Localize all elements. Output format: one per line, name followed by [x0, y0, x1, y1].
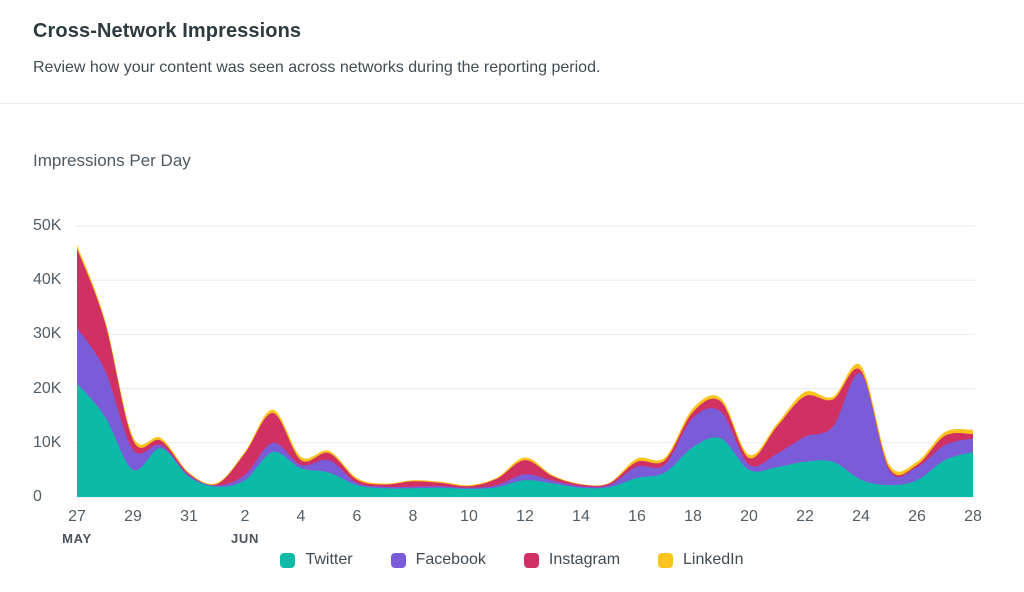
x-axis-label: 24	[852, 508, 870, 525]
x-axis-label: 29	[124, 508, 142, 525]
legend-label: Twitter	[305, 551, 353, 568]
y-axis-label: 40K	[33, 271, 62, 289]
x-axis-label: 20	[740, 508, 758, 525]
y-axis-label: 10K	[33, 433, 62, 451]
area-twitter	[77, 383, 973, 497]
legend-label: Facebook	[415, 551, 486, 568]
legend-swatch-icon	[523, 552, 539, 568]
legend-swatch-icon	[280, 552, 296, 568]
legend-swatch-icon	[390, 552, 406, 568]
legend-label: LinkedIn	[683, 551, 744, 568]
y-axis-label: 0	[33, 488, 42, 505]
x-axis-label: 22	[796, 508, 814, 525]
chart-title: Impressions Per Day	[33, 151, 191, 170]
x-axis-label: 2	[240, 508, 250, 525]
y-axis-label: 50K	[33, 217, 62, 234]
x-axis-label: 16	[628, 508, 646, 525]
x-axis-label: 6	[352, 508, 362, 525]
header-divider	[0, 103, 1024, 104]
page-subtitle: Review how your content was seen across …	[33, 59, 601, 76]
x-axis-label: 28	[964, 508, 982, 525]
x-axis-month-label: MAY	[62, 531, 92, 546]
legend-label: Instagram	[548, 551, 621, 568]
chart-legend: Twitter Facebook Instagram LinkedIn	[0, 548, 1024, 572]
y-axis-label: 20K	[33, 379, 62, 397]
x-axis-label: 27	[68, 508, 86, 525]
legend-item-facebook[interactable]: Facebook	[390, 548, 486, 572]
x-axis-label: 31	[180, 508, 198, 525]
legend-item-linkedin[interactable]: LinkedIn	[658, 548, 744, 572]
y-axis-label: 30K	[33, 325, 62, 343]
x-axis-label: 14	[572, 508, 590, 525]
legend-item-twitter[interactable]: Twitter	[280, 548, 353, 572]
x-axis-label: 26	[908, 508, 926, 525]
x-axis-label: 4	[296, 508, 306, 525]
x-axis-label: 8	[408, 508, 418, 525]
x-axis-label: 10	[460, 508, 478, 525]
x-axis-month-label: JUN	[230, 531, 260, 546]
x-axis-label: 12	[516, 508, 534, 525]
page-title: Cross-Network Impressions	[33, 20, 302, 42]
x-axis-label: 18	[684, 508, 702, 525]
legend-swatch-icon	[658, 552, 674, 568]
legend-item-instagram[interactable]: Instagram	[523, 548, 621, 572]
